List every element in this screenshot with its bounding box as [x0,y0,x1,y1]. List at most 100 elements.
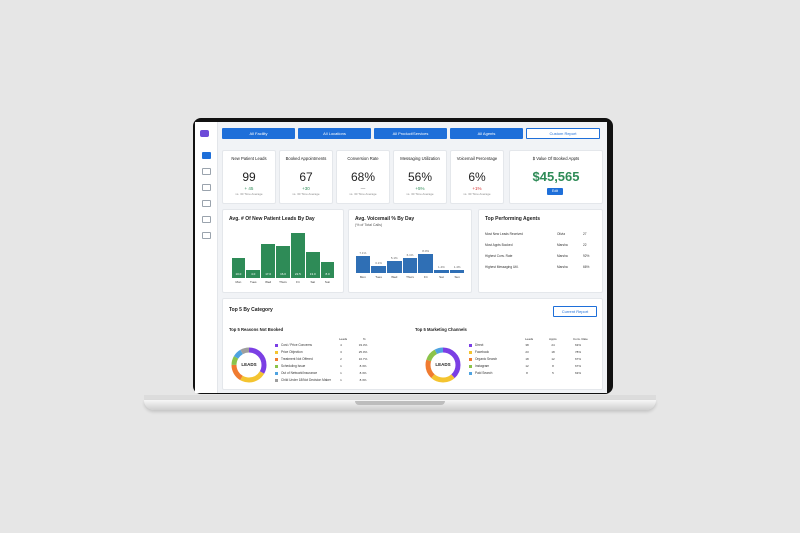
channel-leads: 23 [525,350,529,354]
bar-category-label: Sat [439,275,444,279]
kpi-delta: — [360,186,366,191]
kpi-delta: +30 [302,186,310,191]
booked-value-card: $ Value Of Booked Appts $45,565 Edit [509,150,603,204]
legend-label: Price Objection [281,350,303,354]
bar-value-label: 1.4% [437,264,445,269]
voicemail-chart-card: Avg. Voicemail % By Day (% of Total Call… [348,209,472,293]
legend-item: Facebook [469,350,519,357]
legend-label: Direct [475,343,484,347]
bar [246,270,261,278]
calendar-icon[interactable] [202,184,211,191]
legend-item: Price Objection [275,350,335,357]
booked-value-title: $ Value Of Booked Appts [532,156,580,161]
bar-value-label: 3.1% [375,260,382,265]
kpi-value: 56% [407,170,433,184]
bar [449,269,465,273]
bar [231,258,246,278]
messages-icon[interactable] [202,232,211,239]
inbox-icon[interactable] [202,168,211,175]
kpi-delta: +1% [472,186,482,191]
donut-slice [231,347,267,383]
kpi-subtext: vs. 30 Time Average [406,192,434,196]
reports-icon[interactable] [202,200,211,207]
filter-agents[interactable]: All Agents [450,128,523,139]
reasons-title: Top 5 Reasons Not Booked [229,327,284,332]
custom-report-button[interactable]: Custom Report [526,128,600,139]
bar-category-label: Fri [296,280,300,284]
kpi-title: Booked Appointments [285,156,327,161]
bar-value-label: 17.0 [265,272,272,276]
bar-category-label: Thurs [406,275,414,279]
leads-count: 1 [340,364,342,368]
kpi-value: 6% [468,170,486,184]
bar [402,258,418,273]
legend-swatch [469,344,472,347]
bar-category-label: Tues [249,280,257,284]
column-header: Leads [525,337,534,341]
legend-swatch [469,358,472,361]
legend-label: Instagram [475,364,490,368]
channels-title: Top 5 Marketing Channels [415,327,467,332]
column-header: Conv. Rate [573,337,588,341]
bar-value-label: 22.5 [294,272,301,276]
home-icon[interactable] [202,152,211,159]
top5-card: Top 5 By Category Current Report Top 5 R… [222,298,603,390]
bar-category-label: Sat [310,280,315,284]
legend-item: Direct [469,343,519,350]
channel-appts: 8 [552,364,554,368]
current-report-button[interactable]: Current Report [553,306,597,317]
leads-count: 3 [340,350,342,354]
legend-swatch [469,372,472,375]
dashboard-screen: All Facility All Locations All Product/S… [195,122,607,393]
kpi-delta: +5% [415,186,425,191]
legend-label: Organic Search [475,357,498,361]
kpi-subtext: vs. 30 Time Average [349,192,377,196]
kpi-value: 68% [350,170,376,184]
settings-icon[interactable] [202,216,211,223]
bar-value-label: 1.4% [453,264,461,269]
leads-percent: 8.3% [359,364,367,368]
bar-category-label: Thurs [279,280,287,284]
legend-item: Cost / Price Concerns [275,343,335,350]
leads-percent: 16.7% [358,357,368,361]
filter-locations[interactable]: All Locations [298,128,371,139]
filter-products[interactable]: All Product/Services [374,128,447,139]
legend-swatch [275,365,278,368]
chat-logo-icon[interactable] [200,130,209,137]
edit-button[interactable]: Edit [547,188,563,195]
leads-percent: 25.0% [358,350,368,354]
filter-bar: All Facility All Locations All Product/S… [222,128,602,140]
top-agents-title: Top Performing Agents [485,216,540,222]
channel-appts: 5 [552,371,554,375]
laptop-base [144,400,656,410]
bar [261,244,276,278]
legend-label: Paid Search [475,371,493,375]
kpi-value: 67 [299,170,313,184]
legend-item: Out of Network/Insurance [275,371,335,378]
leads-percent: 33.3% [358,343,368,347]
channel-appts: 24 [551,343,555,347]
bar-value-label: 10.0 [235,272,242,276]
channel-leads: 12 [525,364,529,368]
legend-item: Organic Search [469,357,519,364]
legend-item: Scheduling Issue [275,364,335,371]
leads-percent: 8.3% [359,371,367,375]
legend-swatch [275,344,278,347]
channel-appts: 18 [551,350,555,354]
bar [320,262,335,278]
legend-swatch [469,351,472,354]
bar [276,246,290,278]
kpi-value: 99 [242,170,256,184]
bar-value-label: 6.1% [406,253,414,258]
filter-facility[interactable]: All Facility [222,128,295,139]
agent-metric-label: Highest Conv. Rate [485,254,513,258]
bar-value-label: 7.1% [359,250,367,255]
bar [305,252,320,278]
laptop-hinge [144,395,656,401]
leads-count: 2 [340,357,342,361]
legend-label: Child Under 18/Not Decision Maker [281,378,331,382]
channel-conv-rate: 63% [574,343,581,347]
agent-metric-label: Most New Leads Received [485,232,523,236]
bar-value-label: 13.0 [309,272,316,276]
kpi-title: Voicemail Percentage [456,156,498,161]
